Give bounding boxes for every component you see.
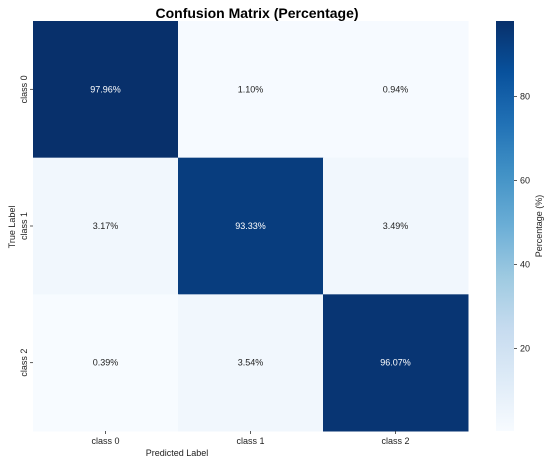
heatmap-cell-r0-c2 <box>323 21 469 159</box>
colorbar-tick-label-2: 60 <box>520 176 530 186</box>
heatmap-cell-r1-c0 <box>33 157 179 295</box>
y-axis-ticks: class 0 class 1 class 2 <box>19 75 33 377</box>
x-tick-label-2: class 2 <box>381 436 409 446</box>
colorbar-label: Percentage (%) <box>534 195 544 258</box>
x-tick-label-0: class 0 <box>91 436 119 446</box>
x-tick-label-1: class 1 <box>236 436 264 446</box>
heatmap-cell-r2-c0 <box>33 294 179 432</box>
heatmap-cell-r1-c2 <box>323 157 469 295</box>
y-tick-label-2: class 2 <box>19 349 29 377</box>
cell-label-r1-c0: 3.17% <box>93 221 119 231</box>
heatmap-cell-r0-c0 <box>33 21 179 159</box>
x-axis-ticks: class 0 class 1 class 2 <box>91 431 410 446</box>
colorbar-ticks: 20 40 60 80 <box>514 91 530 354</box>
colorbar-tick-label-1: 40 <box>520 260 530 270</box>
heatmap-cell-r1-c1 <box>178 157 324 295</box>
cell-label-r2-c1: 3.54% <box>238 358 264 368</box>
y-tick-label-0: class 0 <box>19 75 29 103</box>
colorbar-tick-label-0: 20 <box>520 344 530 354</box>
heatmap-cells <box>33 21 469 432</box>
y-tick-label-1: class 1 <box>19 212 29 240</box>
colorbar-tick-label-3: 80 <box>520 91 530 101</box>
y-axis-label: True Label <box>7 206 17 249</box>
cell-label-r1-c1: 93.33% <box>235 221 266 231</box>
x-axis-label: Predicted Label <box>146 448 209 458</box>
heatmap-cell-r2-c1 <box>178 294 324 432</box>
cell-label-r0-c0: 97.96% <box>90 84 121 94</box>
cell-label-r2-c2: 96.07% <box>380 358 411 368</box>
heatmap-cell-labels: 97.96% 1.10% 0.94% 3.17% 93.33% 3.49% 0.39% 3.5… <box>90 84 411 367</box>
cell-label-r0-c1: 1.10% <box>238 84 264 94</box>
cell-label-r1-c2: 3.49% <box>383 221 409 231</box>
colorbar <box>496 21 514 431</box>
chart-title: Confusion Matrix (Percentage) <box>155 5 358 21</box>
heatmap-cell-r2-c2 <box>323 294 469 432</box>
cell-label-r2-c0: 0.39% <box>93 358 119 368</box>
heatmap-cell-r0-c1 <box>178 21 324 159</box>
cell-label-r0-c2: 0.94% <box>383 84 409 94</box>
